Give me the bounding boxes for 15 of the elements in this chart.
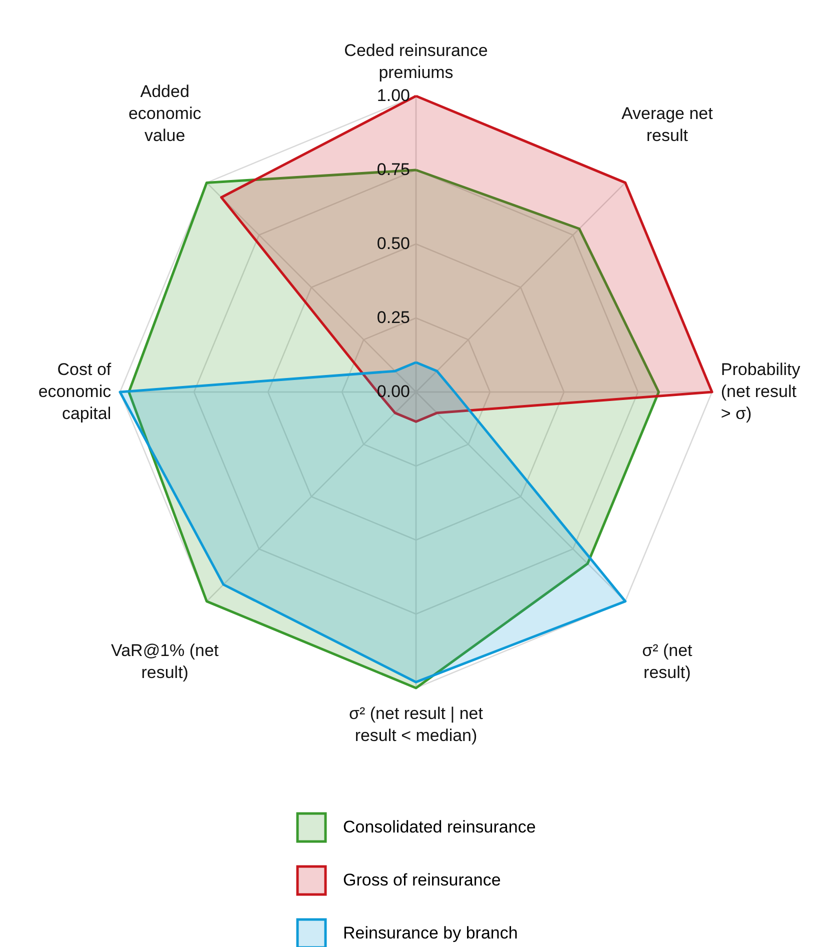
y-tick-label: 0.50 [376, 234, 410, 253]
spoke-label: Added economic value [128, 82, 202, 145]
legend-label: Gross of reinsurance [343, 870, 501, 890]
spoke-label: σ² (net result | net result < median) [349, 704, 484, 745]
spoke-label: Probability (net result > σ) [720, 360, 801, 423]
spoke-label: Average net result [621, 104, 714, 145]
y-tick-label: 0.00 [376, 382, 410, 401]
spoke-label: VaR@1% (net result) [111, 641, 219, 682]
spoke-label: Cost of economic capital [38, 360, 112, 423]
y-tick-label: 0.25 [376, 308, 410, 327]
legend-label: Reinsurance by branch [343, 924, 518, 942]
y-tick-label: 1.00 [376, 86, 410, 105]
legend-label: Consolidated reinsurance [343, 818, 536, 836]
spoke-label: Ceded reinsurance premiums [344, 41, 488, 82]
spoke-label: σ² (net result) [642, 641, 693, 682]
